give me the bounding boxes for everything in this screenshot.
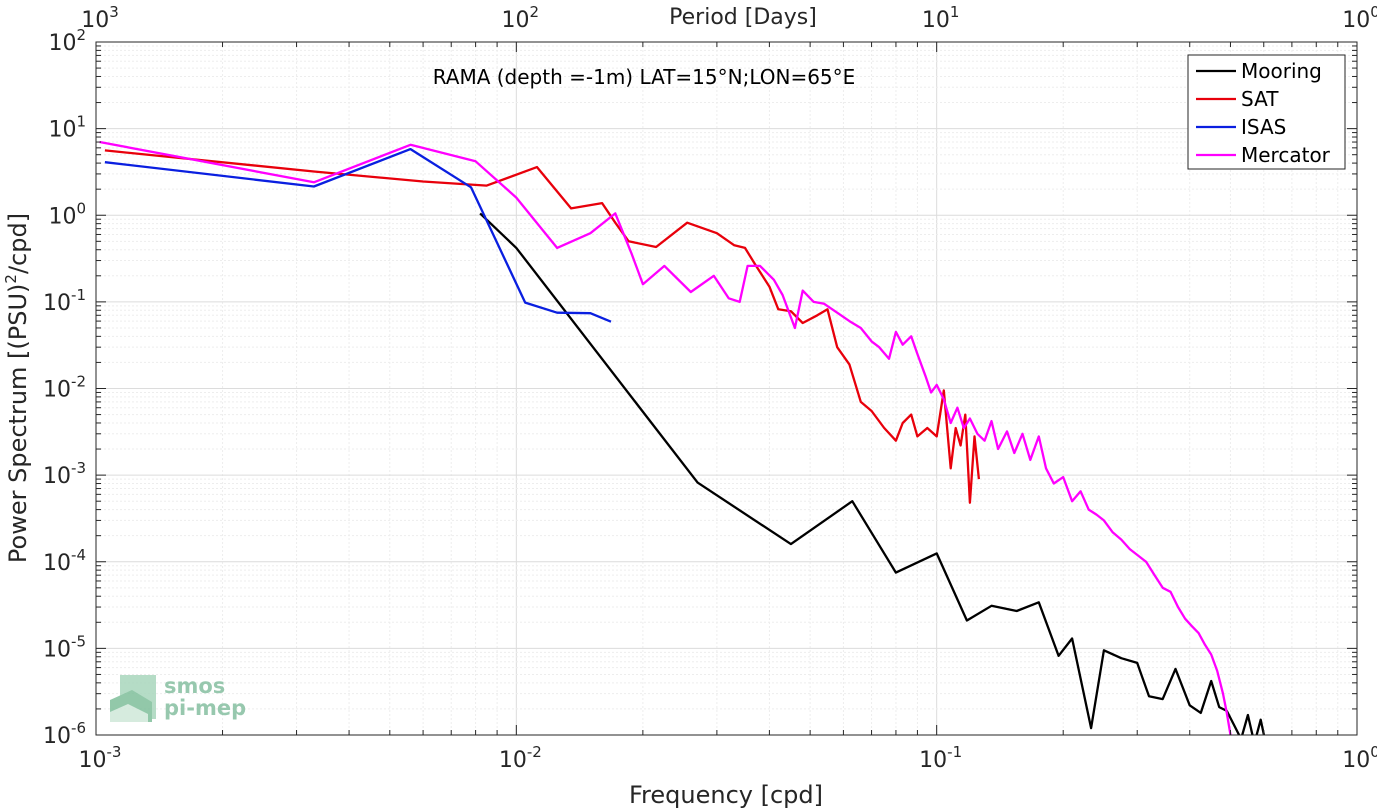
y-tick-label: 10-3 xyxy=(43,459,86,489)
x-axis-label: Frequency [cpd] xyxy=(629,781,823,809)
legend: Mooring SAT ISAS Mercator xyxy=(1187,54,1346,170)
x-tick-label: 10-3 xyxy=(79,743,122,773)
smos-pi-mep-logo: smos pi-mep xyxy=(110,674,246,722)
legend-label-mercator: Mercator xyxy=(1241,143,1331,167)
y-tick-label: 10-5 xyxy=(43,632,86,662)
series-line-sat xyxy=(104,149,981,504)
ticks xyxy=(95,42,1357,736)
top-axis-label: Period [Days] xyxy=(669,5,817,30)
x-tick-label: 10-1 xyxy=(919,743,962,773)
logo-text-pi-mep: pi-mep xyxy=(164,696,246,720)
y-axis-label: Power Spectrum [(PSU)2/cpd] xyxy=(2,213,32,563)
x2-tick-label: 102 xyxy=(502,3,540,33)
y-axis-label-main: Power Spectrum [(PSU) xyxy=(4,284,32,563)
x-tick-label: 10-2 xyxy=(499,743,542,773)
legend-label-mooring: Mooring xyxy=(1241,59,1322,83)
x-tick-label: 100 xyxy=(1342,743,1377,773)
legend-box xyxy=(1187,54,1346,170)
chart-title: RAMA (depth =-1m) LAT=15°N;LON=65°E xyxy=(433,65,856,89)
y-tick-label: 101 xyxy=(48,113,86,143)
x2-tick-label: 103 xyxy=(81,3,119,33)
series-line-isas xyxy=(104,147,612,323)
x2-tick-label: 100 xyxy=(1342,3,1377,33)
y-tick-label: 10-2 xyxy=(43,373,86,403)
logo-mark-front xyxy=(110,704,148,722)
series-line-mooring xyxy=(479,212,1266,735)
y-tick-label: 100 xyxy=(48,199,86,229)
y-tick-label: 102 xyxy=(48,26,86,56)
plot-area xyxy=(99,140,1266,735)
y-tick-label: 10-1 xyxy=(43,286,86,316)
x2-tick-label: 101 xyxy=(922,3,960,33)
series-group xyxy=(99,140,1266,735)
grid xyxy=(96,42,1357,735)
logo-text-smos: smos xyxy=(164,674,225,698)
y-tick-label: 10-4 xyxy=(43,546,86,576)
legend-label-sat: SAT xyxy=(1241,87,1279,111)
y-tick-label: 10-6 xyxy=(43,719,86,749)
y-axis-label-sup: 2 xyxy=(2,274,20,284)
y-axis-label-tail: /cpd] xyxy=(4,213,32,274)
series-line-mercator xyxy=(99,140,1232,735)
legend-label-isas: ISAS xyxy=(1241,115,1286,139)
